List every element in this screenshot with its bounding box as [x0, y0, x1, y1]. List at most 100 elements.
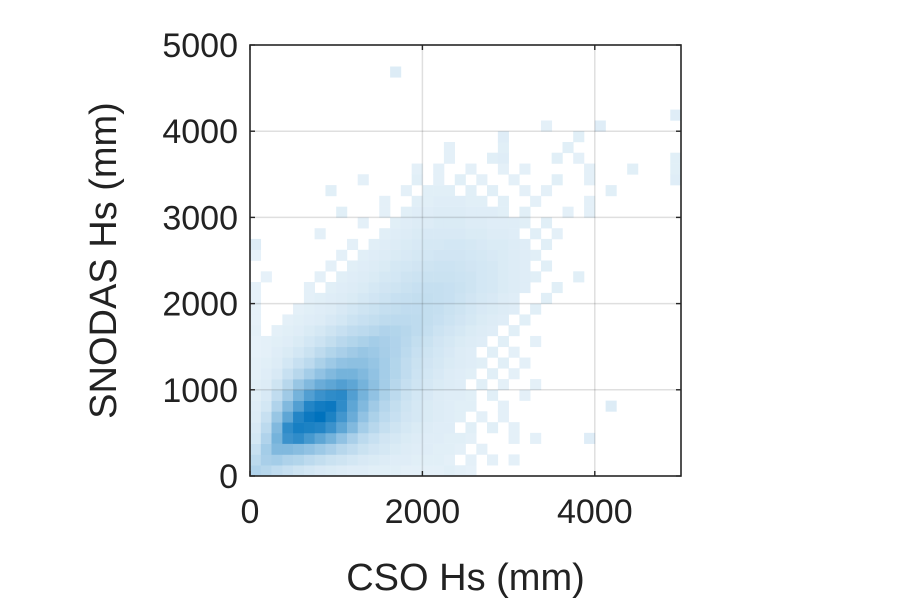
- heatmap-cell: [368, 379, 380, 391]
- heatmap-cell: [249, 411, 262, 423]
- heatmap-cell: [497, 131, 509, 143]
- heatmap-cell: [347, 260, 359, 272]
- heatmap-cell: [497, 206, 509, 218]
- heatmap-cell: [260, 400, 272, 412]
- heatmap-cell: [508, 217, 520, 229]
- heatmap-cell: [443, 206, 455, 218]
- heatmap-cell: [465, 228, 477, 240]
- heatmap-cell: [476, 443, 488, 455]
- heatmap-cell: [443, 422, 455, 434]
- heatmap-cell: [282, 443, 294, 455]
- heatmap-cell: [584, 195, 596, 207]
- heatmap-cell: [465, 335, 477, 348]
- heatmap-cell: [497, 303, 509, 315]
- y-tick-labels: 0 1000 2000 3000 4000 5000: [162, 27, 238, 496]
- heatmap-cell: [465, 292, 477, 304]
- heatmap-cell: [530, 335, 542, 348]
- heatmap-cell: [476, 238, 488, 250]
- heatmap-cell: [422, 292, 434, 304]
- x-axis-label: CSO Hs (mm): [346, 557, 585, 599]
- heatmap-cell: [303, 443, 315, 455]
- heatmap-cell: [497, 260, 509, 272]
- heatmap-cell: [336, 314, 348, 326]
- heatmap-cell: [347, 422, 359, 434]
- heatmap-cell: [260, 454, 272, 466]
- heatmap-cell: [519, 260, 531, 272]
- heatmap-cell: [454, 432, 466, 444]
- heatmap-cell: [249, 238, 262, 250]
- heatmap-cell: [411, 260, 423, 272]
- heatmap-cell: [325, 368, 337, 380]
- heatmap-cell: [487, 206, 499, 218]
- heatmap-cell: [530, 379, 542, 391]
- heatmap-cell: [497, 282, 509, 294]
- heatmap-cell: [293, 465, 305, 477]
- heatmap-cell: [303, 432, 315, 444]
- heatmap-cell: [443, 260, 455, 272]
- heatmap-cell: [519, 185, 531, 197]
- heatmap-cell: [293, 379, 305, 391]
- heatmap-cell: [271, 400, 283, 412]
- heatmap-cell: [303, 465, 315, 477]
- x-tick-labels: 0 2000 4000: [241, 493, 633, 531]
- heatmap-cell: [314, 465, 326, 477]
- heatmap-cell: [379, 400, 391, 412]
- heatmap-cell: [282, 335, 294, 348]
- heatmap-cell: [422, 422, 434, 434]
- heatmap-cell: [422, 379, 434, 391]
- heatmap-cell: [303, 282, 315, 294]
- heatmap-cell: [497, 411, 509, 423]
- heatmap-cell: [670, 152, 682, 164]
- heatmap-cell: [540, 260, 553, 272]
- heatmap-cell: [325, 389, 337, 401]
- heatmap-cell: [390, 422, 402, 434]
- heatmap-cell: [454, 368, 466, 380]
- heatmap-cell: [605, 400, 617, 412]
- heatmap-cell: [336, 292, 348, 304]
- heatmap-cell: [519, 282, 531, 294]
- heatmap-cell: [260, 379, 272, 391]
- heatmap-cell: [443, 325, 455, 337]
- heatmap-cell: [260, 432, 272, 444]
- heatmap-cell: [411, 400, 423, 412]
- heatmap-cell: [422, 206, 434, 218]
- heatmap-cell: [271, 465, 283, 477]
- heatmap-cell: [390, 282, 402, 294]
- heatmap-cell: [476, 335, 488, 348]
- heatmap-cell: [379, 454, 391, 466]
- heatmap-cell: [443, 303, 455, 315]
- heatmap-cell: [454, 282, 466, 294]
- heatmap-cell: [411, 271, 423, 283]
- heatmap-cell: [497, 142, 509, 154]
- heatmap-cell: [433, 357, 445, 369]
- heatmap-cell: [282, 454, 294, 466]
- heatmap-cell: [443, 400, 455, 412]
- heatmap-cell: [336, 465, 348, 477]
- heatmap-cell: [411, 195, 423, 207]
- heatmap-cell: [390, 432, 402, 444]
- heatmap-cell: [400, 379, 412, 391]
- heatmap-cell: [368, 282, 380, 294]
- heatmap-cell: [347, 303, 359, 315]
- heatmap-cell: [336, 454, 348, 466]
- heatmap-cell: [249, 400, 262, 412]
- heatmap-cell: [422, 314, 434, 326]
- heatmap-cell: [433, 432, 445, 444]
- heatmap-cell: [293, 335, 305, 348]
- heatmap-cell: [433, 400, 445, 412]
- heatmap-cell: [357, 303, 369, 315]
- heatmap-cell: [347, 282, 359, 294]
- heatmap-cell: [422, 389, 434, 401]
- heatmap-cell: [551, 282, 563, 294]
- heatmap-cell: [465, 195, 477, 207]
- heatmap-cell: [465, 206, 477, 218]
- heatmap-cell: [454, 443, 466, 455]
- heatmap-cell: [411, 163, 423, 175]
- heatmap-cell: [336, 422, 348, 434]
- heatmap-cell: [303, 292, 315, 304]
- heatmap-cell: [390, 271, 402, 283]
- heatmap-cell: [357, 379, 369, 391]
- heatmap-cell: [454, 271, 466, 283]
- heatmap-cell: [422, 411, 434, 423]
- heatmap-cell: [454, 228, 466, 240]
